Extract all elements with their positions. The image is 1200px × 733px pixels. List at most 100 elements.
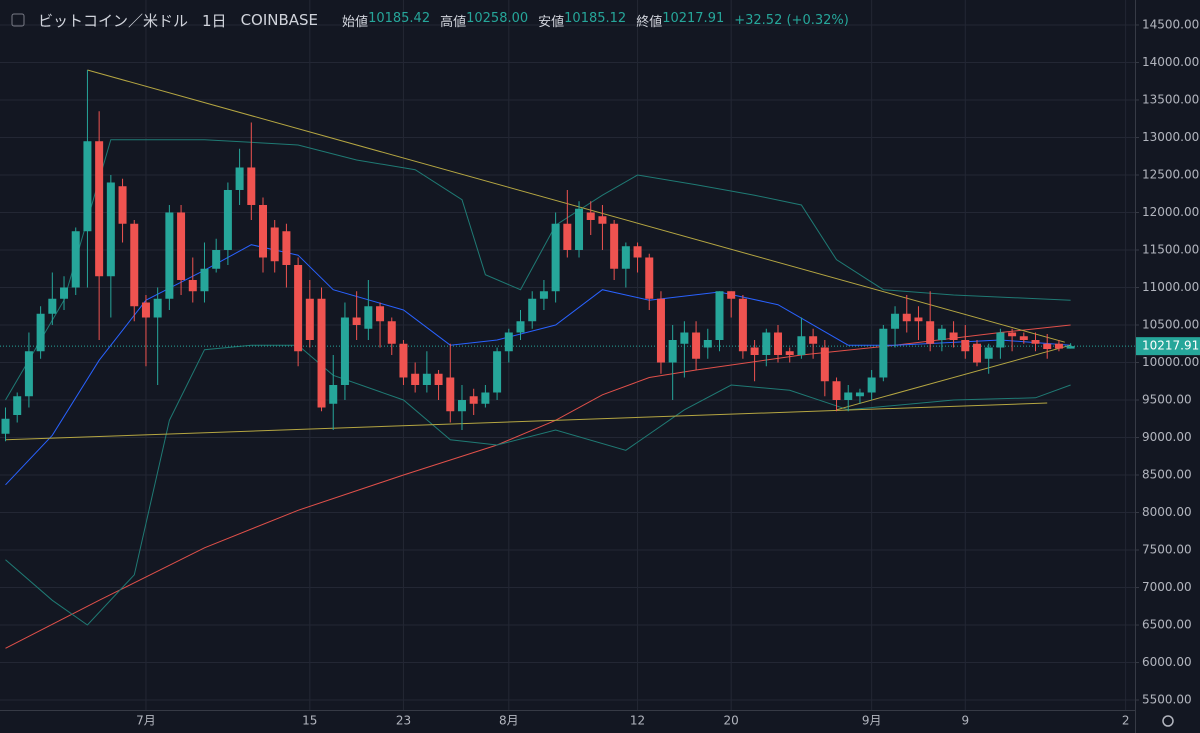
candle-body xyxy=(528,298,537,322)
axes: 5500.00 6000.00 6500.00 7000.00 7500.00 8000.… xyxy=(136,17,1200,728)
y-tick-label: 7500.00 xyxy=(1142,543,1192,557)
menu-icon[interactable] xyxy=(11,13,25,27)
candle-body xyxy=(1054,343,1063,349)
candle-body xyxy=(457,400,466,412)
candle-body xyxy=(247,167,256,205)
candle-body xyxy=(1043,343,1052,349)
candle-body xyxy=(610,223,619,269)
candle-body xyxy=(984,347,993,359)
y-tick-label: 8500.00 xyxy=(1142,468,1192,482)
candle-body xyxy=(972,343,981,363)
candle-body xyxy=(259,204,268,258)
candle-body xyxy=(539,291,548,299)
y-tick-label: 7000.00 xyxy=(1142,580,1192,594)
candle-body xyxy=(24,351,33,397)
candle-body xyxy=(516,321,525,333)
candle-body xyxy=(774,332,783,355)
interval: 1日 xyxy=(202,11,227,30)
candle-body xyxy=(750,347,759,355)
candle-body xyxy=(60,287,69,299)
overlay-line xyxy=(5,139,1071,401)
candle-body xyxy=(469,396,478,404)
candle-body xyxy=(83,141,92,232)
overlay-line xyxy=(836,344,1071,411)
candle-body xyxy=(422,373,431,386)
settings-icon[interactable] xyxy=(1162,715,1174,727)
candle-body xyxy=(212,249,221,269)
candle-body xyxy=(118,186,127,224)
candle-body xyxy=(762,332,771,355)
candle-body xyxy=(1031,339,1040,344)
candle-body xyxy=(715,291,724,340)
candle-body xyxy=(797,336,806,355)
y-tick-label: 10500.00 xyxy=(1142,317,1199,331)
candle-body xyxy=(481,392,490,404)
y-tick-label: 13000.00 xyxy=(1142,130,1199,144)
candle-body xyxy=(141,302,150,318)
candle-body xyxy=(832,381,841,401)
candle-body xyxy=(364,306,373,329)
candle-body xyxy=(668,339,677,363)
x-tick-label: 15 xyxy=(302,714,317,728)
overlays xyxy=(0,69,1135,649)
x-tick-label: 12 xyxy=(630,714,645,728)
y-tick-label: 11000.00 xyxy=(1142,280,1199,294)
candle-body xyxy=(645,257,654,299)
candle-body xyxy=(575,208,584,250)
candle-body xyxy=(703,339,712,348)
candle-body xyxy=(1,418,10,434)
ohlc-key: 終値 xyxy=(636,14,663,30)
candle-body xyxy=(902,313,911,322)
x-tick-label: 8月 xyxy=(499,714,519,728)
candle-body xyxy=(820,347,829,382)
candle-body xyxy=(434,373,443,386)
y-tick-label: 12000.00 xyxy=(1142,205,1199,219)
candle-body xyxy=(95,141,104,277)
candle-body xyxy=(926,321,935,344)
ohlc-key: 高値 xyxy=(440,14,467,30)
candle-body xyxy=(855,392,864,397)
y-tick-label: 12500.00 xyxy=(1142,167,1199,181)
candle-body xyxy=(411,373,420,386)
candle-body xyxy=(200,268,209,292)
x-tick-label: 9月 xyxy=(862,714,882,728)
candle-body xyxy=(177,212,186,280)
candle-body xyxy=(188,279,197,292)
candle-body xyxy=(36,313,45,352)
candle-body xyxy=(317,298,326,408)
candle-body xyxy=(294,264,303,352)
symbol: ビットコイン／米ドル xyxy=(38,11,189,30)
y-tick-label: 14500.00 xyxy=(1142,17,1199,31)
candle-body xyxy=(785,351,794,355)
candle-body xyxy=(235,167,244,190)
candle-body xyxy=(1008,332,1017,337)
ohlc-value: 10217.91 xyxy=(662,10,725,26)
candle-body xyxy=(1066,346,1075,349)
ohlc-value: 10185.42 xyxy=(368,10,431,26)
candle-body xyxy=(13,396,22,416)
candle-body xyxy=(48,298,57,314)
candle-body xyxy=(493,351,502,393)
candle-body xyxy=(656,298,665,363)
candle-body xyxy=(130,223,139,307)
candle-body xyxy=(563,223,572,250)
x-tick-label: 23 xyxy=(396,714,411,728)
ohlc: 始値 10185.42 高値 10258.00 安値 10185.12 終値 10217.91 xyxy=(332,11,724,30)
overlay-line xyxy=(5,402,1048,441)
candle-body xyxy=(340,317,349,386)
ohlc-key: 始値 xyxy=(342,14,369,30)
ohlc-value: 10258.00 xyxy=(466,10,529,26)
y-tick-label: 9500.00 xyxy=(1142,393,1192,407)
candle-body xyxy=(844,392,853,401)
exchange[interactable]: COINBASE xyxy=(240,11,319,29)
candle-body xyxy=(692,332,701,359)
candle-body xyxy=(399,343,408,378)
candle-body xyxy=(879,328,888,378)
candle-body xyxy=(867,377,876,393)
candle-body xyxy=(996,332,1005,348)
candle-body xyxy=(809,336,818,344)
candle-body xyxy=(223,189,232,250)
overlay-line xyxy=(5,244,1071,486)
y-tick-label: 5500.00 xyxy=(1142,693,1192,707)
